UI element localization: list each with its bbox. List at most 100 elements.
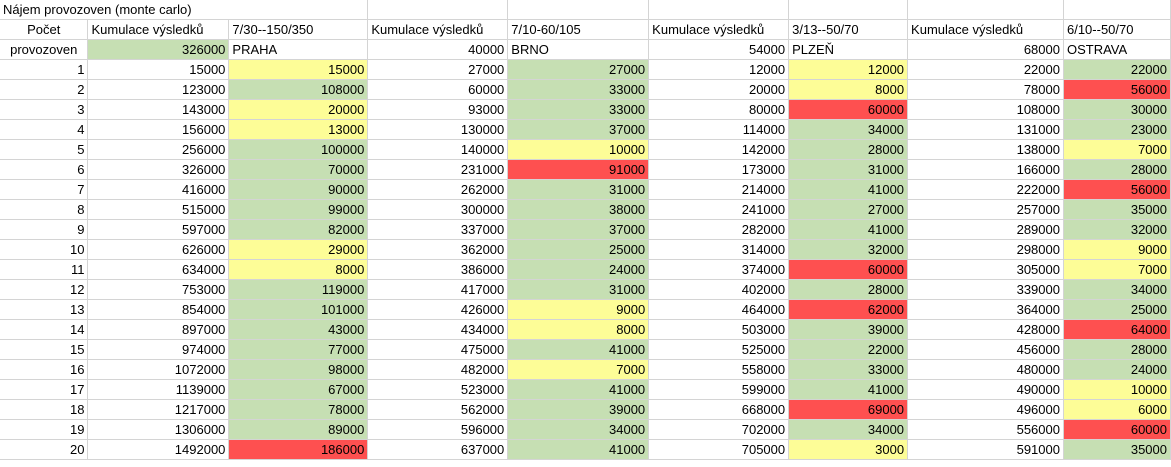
city-param[interactable]: 7/30--150/350 (228, 19, 369, 40)
result-cell[interactable]: 89000 (228, 419, 369, 440)
cumulative-cell[interactable]: 15000 (87, 59, 230, 80)
total-label[interactable]: Kumulace výsledků (367, 19, 509, 40)
cumulative-cell[interactable]: 93000 (367, 99, 509, 120)
result-cell[interactable]: 70000 (228, 159, 369, 180)
result-cell[interactable]: 62000 (788, 299, 909, 320)
cumulative-cell[interactable]: 314000 (648, 239, 790, 260)
row-header-line2[interactable]: provozoven (0, 39, 89, 60)
cumulative-cell[interactable]: 123000 (87, 79, 230, 100)
cumulative-cell[interactable]: 241000 (648, 199, 790, 220)
result-cell[interactable]: 33000 (507, 79, 650, 100)
result-cell[interactable]: 28000 (788, 139, 909, 160)
cumulative-cell[interactable]: 214000 (648, 179, 790, 200)
result-cell[interactable]: 24000 (1063, 359, 1171, 380)
cumulative-cell[interactable]: 1139000 (87, 379, 230, 400)
cumulative-cell[interactable]: 282000 (648, 219, 790, 240)
cumulative-cell[interactable]: 402000 (648, 279, 790, 300)
result-cell[interactable]: 108000 (228, 79, 369, 100)
cumulative-cell[interactable]: 503000 (648, 319, 790, 340)
cumulative-cell[interactable]: 20000 (648, 79, 790, 100)
cumulative-cell[interactable]: 523000 (367, 379, 509, 400)
result-cell[interactable]: 33000 (507, 99, 650, 120)
cumulative-cell[interactable]: 456000 (907, 339, 1064, 360)
cumulative-cell[interactable]: 1217000 (87, 399, 230, 420)
cumulative-cell[interactable]: 305000 (907, 259, 1064, 280)
cumulative-cell[interactable]: 515000 (87, 199, 230, 220)
city-total[interactable]: 40000 (367, 39, 509, 60)
cumulative-cell[interactable]: 337000 (367, 219, 509, 240)
result-cell[interactable]: 56000 (1063, 179, 1171, 200)
result-cell[interactable]: 31000 (788, 159, 909, 180)
empty-cell[interactable] (507, 0, 650, 20)
result-cell[interactable]: 31000 (507, 279, 650, 300)
cumulative-cell[interactable]: 626000 (87, 239, 230, 260)
cumulative-cell[interactable]: 386000 (367, 259, 509, 280)
cumulative-cell[interactable]: 596000 (367, 419, 509, 440)
result-cell[interactable]: 91000 (507, 159, 650, 180)
row-number[interactable]: 1 (0, 59, 89, 80)
cumulative-cell[interactable]: 974000 (87, 339, 230, 360)
city-name[interactable]: OSTRAVA (1063, 39, 1171, 60)
cumulative-cell[interactable]: 556000 (907, 419, 1064, 440)
cumulative-cell[interactable]: 140000 (367, 139, 509, 160)
cumulative-cell[interactable]: 416000 (87, 179, 230, 200)
result-cell[interactable]: 39000 (788, 319, 909, 340)
result-cell[interactable]: 37000 (507, 219, 650, 240)
result-cell[interactable]: 77000 (228, 339, 369, 360)
cumulative-cell[interactable]: 753000 (87, 279, 230, 300)
result-cell[interactable]: 28000 (788, 279, 909, 300)
total-label[interactable]: Kumulace výsledků (907, 19, 1064, 40)
city-param[interactable]: 7/10-60/105 (507, 19, 650, 40)
total-label[interactable]: Kumulace výsledků (648, 19, 790, 40)
result-cell[interactable]: 8000 (788, 79, 909, 100)
cumulative-cell[interactable]: 897000 (87, 319, 230, 340)
result-cell[interactable]: 60000 (788, 99, 909, 120)
row-number[interactable]: 19 (0, 419, 89, 440)
city-total[interactable]: 326000 (87, 39, 230, 60)
result-cell[interactable]: 27000 (788, 199, 909, 220)
result-cell[interactable]: 41000 (507, 339, 650, 360)
result-cell[interactable]: 9000 (507, 299, 650, 320)
row-number[interactable]: 13 (0, 299, 89, 320)
city-name[interactable]: BRNO (507, 39, 650, 60)
cumulative-cell[interactable]: 705000 (648, 439, 790, 460)
result-cell[interactable]: 9000 (1063, 239, 1171, 260)
result-cell[interactable]: 37000 (507, 119, 650, 140)
result-cell[interactable]: 31000 (507, 179, 650, 200)
cumulative-cell[interactable]: 854000 (87, 299, 230, 320)
row-number[interactable]: 11 (0, 259, 89, 280)
cumulative-cell[interactable]: 637000 (367, 439, 509, 460)
cumulative-cell[interactable]: 417000 (367, 279, 509, 300)
row-number[interactable]: 8 (0, 199, 89, 220)
empty-cell[interactable] (648, 0, 790, 20)
row-number[interactable]: 10 (0, 239, 89, 260)
cumulative-cell[interactable]: 490000 (907, 379, 1064, 400)
result-cell[interactable]: 28000 (1063, 339, 1171, 360)
cumulative-cell[interactable]: 156000 (87, 119, 230, 140)
result-cell[interactable]: 15000 (228, 59, 369, 80)
row-number[interactable]: 12 (0, 279, 89, 300)
result-cell[interactable]: 32000 (1063, 219, 1171, 240)
result-cell[interactable]: 34000 (1063, 279, 1171, 300)
result-cell[interactable]: 25000 (1063, 299, 1171, 320)
result-cell[interactable]: 41000 (788, 179, 909, 200)
empty-cell[interactable] (907, 0, 1064, 20)
result-cell[interactable]: 82000 (228, 219, 369, 240)
result-cell[interactable]: 119000 (228, 279, 369, 300)
row-number[interactable]: 7 (0, 179, 89, 200)
result-cell[interactable]: 69000 (788, 399, 909, 420)
cumulative-cell[interactable]: 428000 (907, 319, 1064, 340)
result-cell[interactable]: 100000 (228, 139, 369, 160)
cumulative-cell[interactable]: 364000 (907, 299, 1064, 320)
result-cell[interactable]: 101000 (228, 299, 369, 320)
result-cell[interactable]: 34000 (788, 119, 909, 140)
result-cell[interactable]: 12000 (788, 59, 909, 80)
cumulative-cell[interactable]: 27000 (367, 59, 509, 80)
cumulative-cell[interactable]: 434000 (367, 319, 509, 340)
cumulative-cell[interactable]: 131000 (907, 119, 1064, 140)
result-cell[interactable]: 60000 (788, 259, 909, 280)
sheet-title[interactable]: Nájem provozoven (monte carlo) (0, 0, 369, 20)
result-cell[interactable]: 35000 (1063, 439, 1171, 460)
cumulative-cell[interactable]: 668000 (648, 399, 790, 420)
cumulative-cell[interactable]: 231000 (367, 159, 509, 180)
